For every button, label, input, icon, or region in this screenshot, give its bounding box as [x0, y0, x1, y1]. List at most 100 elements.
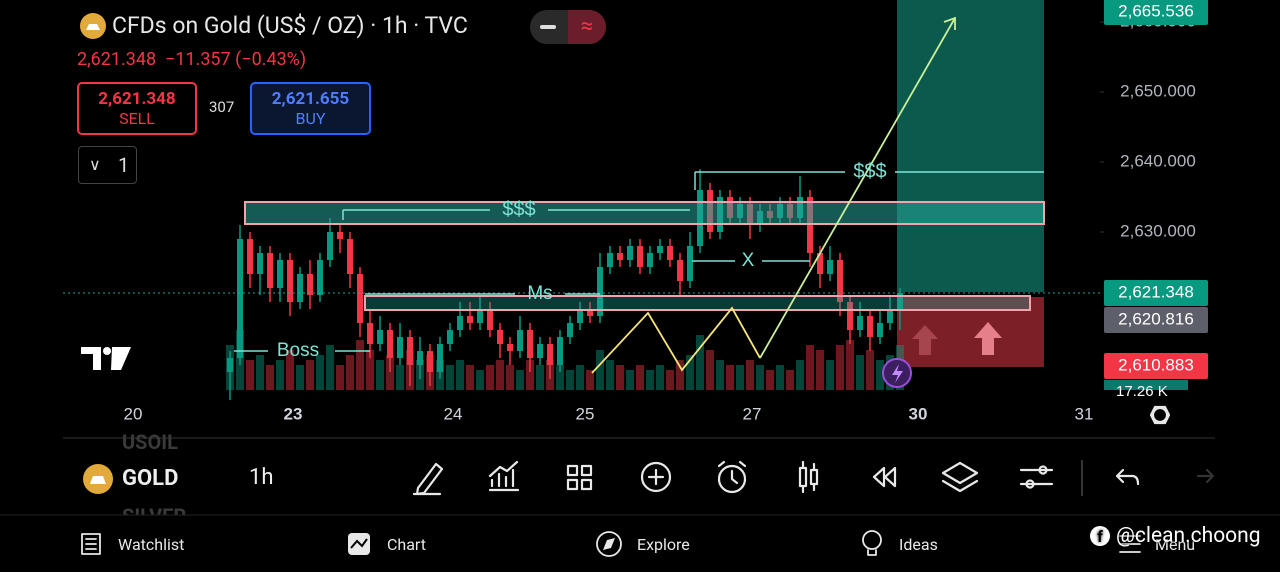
last-price: 2,621.348 — [77, 49, 157, 70]
candle-body — [467, 316, 473, 324]
volume-bar — [856, 355, 864, 390]
nav-item[interactable]: Chart — [387, 535, 426, 554]
candle-body — [677, 260, 683, 282]
projection — [759, 17, 956, 359]
candle-body — [227, 358, 233, 373]
candle-body — [887, 309, 893, 324]
watermark-text: @clean.choong — [1116, 524, 1261, 548]
x-tick-label: 23 — [284, 404, 303, 423]
interval[interactable]: 1h — [249, 465, 274, 490]
candle-body — [637, 245, 643, 268]
x-tick-label: 31 — [1075, 404, 1094, 423]
spread: 307 — [209, 98, 235, 116]
volume-bar — [516, 370, 524, 390]
volume-bar — [846, 340, 854, 390]
liquidity-zone — [244, 201, 1045, 225]
volume-bar — [826, 360, 834, 390]
volume-bar — [646, 370, 654, 390]
ms-zone — [364, 295, 1031, 311]
sell-button[interactable]: 2,621.348 SELL — [77, 82, 197, 135]
volume-bar — [616, 365, 624, 390]
candle-body — [867, 316, 873, 338]
volume-tag-label: 17.26 K — [1116, 383, 1168, 400]
volume-bar — [336, 365, 344, 390]
x-tick-label: 27 — [743, 404, 762, 423]
volume-bar — [786, 370, 794, 390]
candle-body — [427, 351, 433, 373]
target-zone — [897, 0, 1044, 292]
x-tick-label: 24 — [444, 404, 463, 423]
volume-bar — [296, 365, 304, 390]
candle-body — [847, 302, 853, 331]
candle-body — [267, 252, 273, 289]
candle-body — [367, 323, 373, 345]
settings-icon[interactable] — [1149, 405, 1171, 425]
volume-bar — [566, 370, 574, 390]
volume-bar — [716, 360, 724, 390]
logo-part — [103, 347, 111, 355]
price-line-text: 2,621.348 −11.357 (−0.43%) — [77, 49, 306, 70]
candle-body — [547, 344, 553, 366]
annotation: $$$ — [502, 198, 535, 220]
candle-body — [277, 260, 283, 289]
candle-body — [837, 260, 843, 303]
candle-body — [657, 245, 663, 253]
symbol-faded: SILVER — [122, 504, 186, 515]
nav-item[interactable]: Watchlist — [118, 535, 185, 554]
candle-body — [377, 330, 383, 345]
volume-bar — [316, 355, 324, 390]
nav-item[interactable]: Explore — [637, 535, 690, 554]
price-change: −11.357 (−0.43%) — [165, 49, 307, 70]
tv-logo — [81, 347, 131, 370]
quantity-dropdown[interactable]: ∨ 1 — [78, 146, 137, 184]
x-axis: 20 23 24 25 27 30 31 — [124, 404, 1094, 423]
stop-zone — [897, 297, 1044, 367]
volume-bar — [536, 365, 544, 390]
sell-price: 2,621.348 — [98, 89, 176, 109]
volume-bar — [246, 360, 254, 390]
annotation: Boss — [277, 340, 319, 361]
volume-bar — [636, 365, 644, 390]
volume-bar — [496, 360, 504, 390]
y-tick-label: 2,650.000 — [1120, 81, 1196, 100]
price-tag-label: 2,620.816 — [1118, 309, 1194, 328]
volume-bar — [356, 340, 364, 390]
volume-bar — [756, 365, 764, 390]
candle-body — [667, 245, 673, 260]
annotation: X — [742, 250, 755, 271]
volume-bar — [586, 370, 594, 390]
y-tick-label: 2,630.000 — [1120, 221, 1196, 240]
buy-button[interactable]: 2,621.655 BUY — [250, 82, 371, 135]
volume-bar — [366, 350, 374, 390]
volume-bar — [796, 360, 804, 390]
candle-body — [247, 238, 253, 275]
icon-bar — [90, 476, 106, 484]
candle-body — [517, 330, 523, 352]
symbol-text: SILVER — [122, 504, 186, 515]
sell-label: SELL — [119, 109, 155, 128]
candle-body — [317, 260, 323, 296]
candle-body — [507, 344, 513, 352]
candle-body — [407, 337, 413, 366]
volume-bar — [376, 360, 384, 390]
annotation: $$$ — [853, 160, 886, 182]
candle-body — [457, 316, 463, 331]
price-tag — [1104, 307, 1208, 333]
arrow-head — [943, 16, 956, 30]
gold-icon — [80, 12, 106, 39]
icon-bar — [86, 23, 100, 30]
candle-body — [497, 330, 503, 345]
annotation: Ms — [527, 283, 552, 304]
volume-tag — [1104, 380, 1188, 390]
symbol[interactable]: GOLD — [122, 466, 179, 491]
nav-item[interactable]: Menu — [1155, 535, 1196, 554]
volume-bar — [286, 350, 294, 390]
candle-body — [307, 274, 313, 296]
mode-toggle[interactable]: ≈ — [530, 10, 606, 44]
volume-bar — [606, 360, 614, 390]
nav-item[interactable]: Ideas — [899, 535, 938, 554]
price-tag-label: 2,621.348 — [1118, 282, 1194, 301]
